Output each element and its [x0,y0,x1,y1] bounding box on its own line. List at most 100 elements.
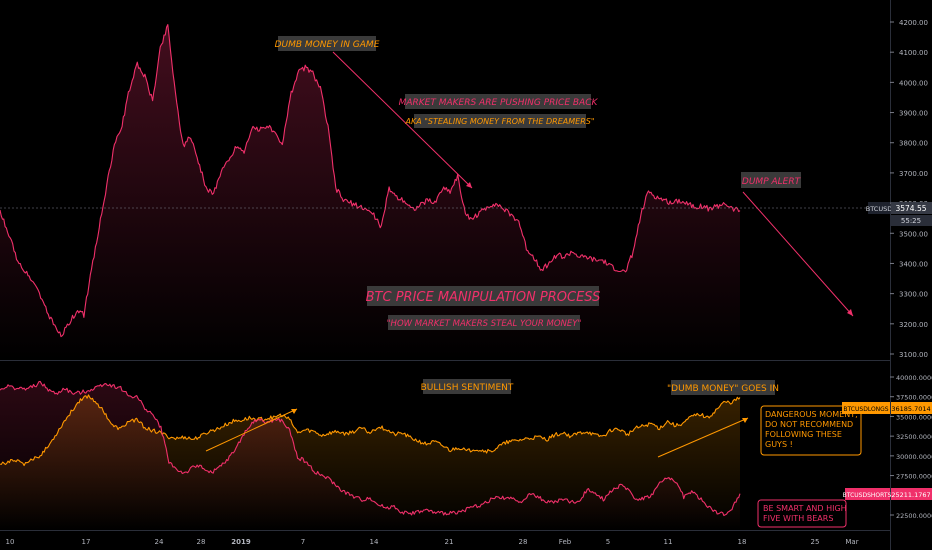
chart-subtitle: "HOW MARKET MAKERS STEAL YOUR MONEY" [387,319,582,329]
btcusd-price-area [0,24,740,360]
symbol-price-label: BTCUSD 3574.55 55:25 [866,202,932,226]
callout-text: BE SMART AND HIGH FIVE WITH BEARS [763,504,849,523]
last-price: 3574.55 [895,204,926,213]
price-tick-label: 4100.00 [899,49,928,57]
series-last-value: 36185.7014 [891,405,930,413]
time-tick-label: 18 [738,538,747,546]
annotation-background [741,172,801,188]
time-tick-label: 24 [155,538,164,546]
annotation-background [367,286,599,306]
annotation-text: MARKET MAKERS ARE PUSHING PRICE BACK [399,98,599,108]
price-tick-label: 4000.00 [899,79,928,87]
arrow-line-dump[interactable] [742,191,854,317]
indicator-area-fill [0,381,740,530]
price-area-fill [0,24,740,360]
annotation-title[interactable]: BTC PRICE MANIPULATION PROCESS [366,286,601,306]
callout-box [757,499,847,528]
shorts-area [0,381,740,530]
annotation-stealing-money[interactable]: AKA "STEALING MONEY FROM THE DREAMERS" [404,114,595,128]
time-tick-label: 21 [445,538,454,546]
callout-dangerous-moment[interactable]: DANGEROUS MOMENT, DO NOT RECOMMEND FOLLO… [760,405,862,456]
annotation-text: DUMB MONEY IN GAME [275,40,380,50]
indicator-tick-label: 32500.0000 [896,433,932,441]
annotation-text: "DUMB MONEY" GOES IN [667,384,779,394]
price-tick-label: 3900.00 [899,110,928,118]
arrow-head-dump [847,309,853,316]
arrow-head-bullish [291,409,297,414]
indicator-tick-label: 22500.0000 [896,512,932,520]
arrow-head-down-1 [466,182,472,188]
time-tick-label: 25 [811,538,820,546]
arrow-line-dumb-money[interactable] [657,417,749,458]
annotation-background [671,380,775,395]
indicator-tick-label: 30000.0000 [896,453,932,461]
indicator-tick-label: 35000.0000 [896,413,932,421]
price-tag [891,202,932,214]
annotation-dumb-money-in-game[interactable]: DUMB MONEY IN GAME [275,36,380,51]
series-name-tag [842,402,890,414]
price-tick-label: 4200.00 [899,19,928,27]
time-tick-label: 17 [82,538,91,546]
chart-title: BTC PRICE MANIPULATION PROCESS [366,290,601,305]
price-series-line [0,24,741,338]
series-name: BTCUSDLONGS [843,406,888,413]
time-axis: 10 17 24 28 2019 7 14 21 28 Feb 5 11 18 25 Mar [6,538,859,546]
annotation-dump-alert[interactable]: DUMP ALERT [741,172,802,188]
annotation-text: DUMP ALERT [742,177,802,187]
price-tick-label: 3300.00 [899,291,928,299]
time-tick-label: 28 [197,538,206,546]
indicator-tick-label: 37500.0000 [896,394,932,402]
annotation-background [414,114,586,128]
arrow-line-bullish[interactable] [205,408,298,452]
shorts-line [0,380,741,517]
time-tick-label: Mar [845,538,858,546]
symbol-tag [868,202,890,214]
symbol-name: BTCUSD [866,205,892,213]
annotation-bullish-sentiment[interactable]: BULLISH SENTIMENT [421,379,514,394]
callout-box [760,405,862,456]
annotation-background [278,36,376,51]
annotation-dumb-money-goes-in[interactable]: "DUMB MONEY" GOES IN [667,380,779,395]
price-tick-label: 3400.00 [899,260,928,268]
series-name-tag [845,488,890,500]
price-tick-label: 3800.00 [899,140,928,148]
indicator-series-lines [0,380,741,517]
indicator-tick-label: 40000.0000 [896,374,932,382]
longs-line [0,394,741,467]
series-value-tag [891,488,932,500]
annotation-subtitle[interactable]: "HOW MARKET MAKERS STEAL YOUR MONEY" [387,315,582,330]
countdown-tag [891,215,932,226]
time-tick-label: 28 [519,538,528,546]
drawing-arrows[interactable] [205,51,854,458]
time-tick-label: 14 [370,538,379,546]
annotation-background [423,379,511,394]
annotation-text: AKA "STEALING MONEY FROM THE DREAMERS" [404,117,594,126]
arrow-head-dumb-money [742,418,748,423]
annotation-background [405,94,591,109]
time-tick-label: Feb [559,538,572,546]
price-tick-label: 3100.00 [899,351,928,359]
time-tick-label: 2019 [231,538,251,546]
series-name: BTCUSDSHORTS [843,492,892,499]
indicator-tick-label: 27500.0000 [896,473,932,481]
longs-value-label: BTCUSDLONGS 36185.7014 [842,402,932,414]
series-last-value: 25211.1767 [891,491,930,499]
time-tick-label: 11 [664,538,673,546]
series-value-tag [891,402,932,414]
price-tick-label: 3500.00 [899,230,928,238]
price-tick-label: 3700.00 [899,170,928,178]
callout-be-smart[interactable]: BE SMART AND HIGH FIVE WITH BEARS [757,499,849,528]
price-tick-label: 3200.00 [899,321,928,329]
time-tick-label: 5 [606,538,610,546]
btcusd-price-line [0,24,741,338]
time-tick-label: 10 [6,538,15,546]
annotation-background [388,315,580,330]
bar-countdown: 55:25 [901,217,921,225]
annotation-text: BULLISH SENTIMENT [421,383,514,393]
arrow-line-down-1[interactable] [332,51,473,189]
shorts-value-label: BTCUSDSHORTS 25211.1767 [843,488,932,500]
callout-text: DANGEROUS MOMENT, DO NOT RECOMMEND FOLLO… [765,410,860,449]
price-axis: 3100.003200.003300.003400.003500.003600.… [890,19,928,359]
annotation-market-makers[interactable]: MARKET MAKERS ARE PUSHING PRICE BACK [399,94,599,109]
